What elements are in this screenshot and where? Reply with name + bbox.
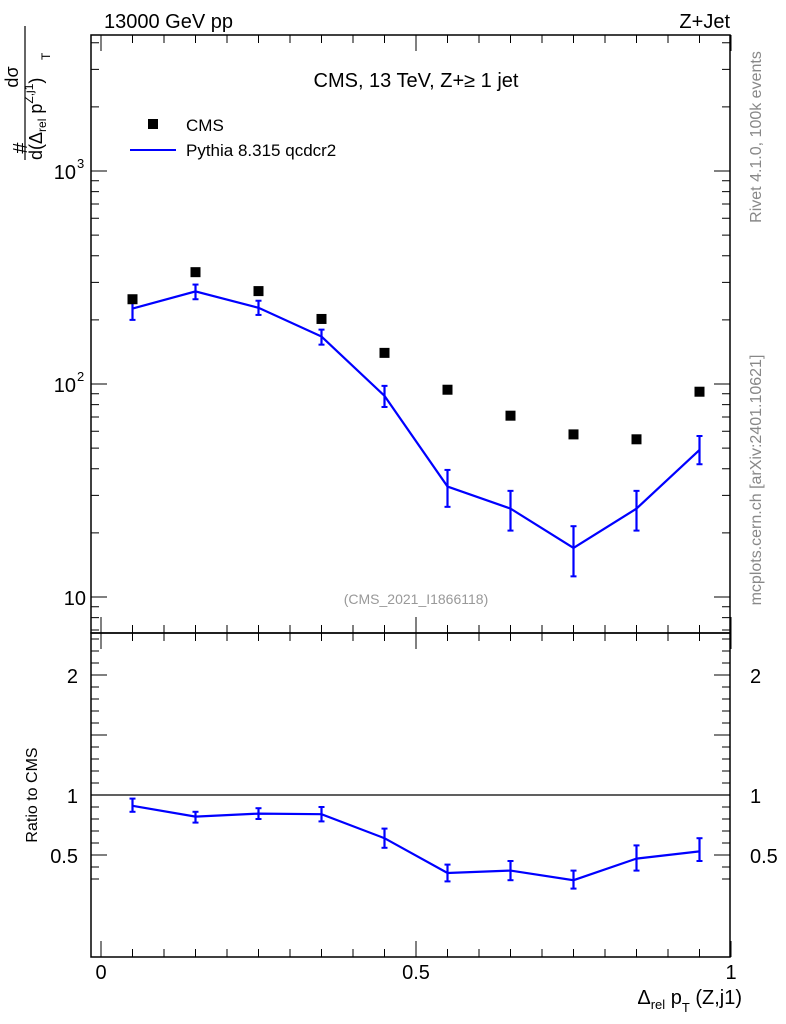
y-label-hash: # xyxy=(10,142,32,154)
ratio-x-axis-ticks xyxy=(100,633,732,957)
ratio-y-tick-label-left: 2 xyxy=(67,666,78,688)
legend: CMS Pythia 8.315 qcdcr2 xyxy=(130,116,336,160)
ratio-y-axis-ticks xyxy=(91,638,730,880)
ratio-y-tick-labels: 0.5 0.5 1 1 2 2 xyxy=(50,666,778,868)
main-x-axis-ticks xyxy=(100,35,732,633)
main-y-axis-ticks xyxy=(91,42,730,631)
cms-data-point xyxy=(190,267,201,278)
ratio-y-tick-label-left: 1 xyxy=(67,786,78,808)
ratio-x-tick-labels: 0 0.5 1 xyxy=(95,962,736,984)
y-label-close: ) xyxy=(26,78,46,84)
legend-cms-marker xyxy=(148,119,158,129)
ratio-y-tick-label-left: 0.5 xyxy=(50,846,78,868)
cms-data-point xyxy=(442,384,453,395)
y-label-denominator: d(Δrel pZ,j1) xyxy=(22,78,49,160)
cms-data-point xyxy=(253,286,264,297)
y-label-numerator: dσ xyxy=(2,66,22,87)
rivet-version-label: Rivet 4.1.0, 100k events xyxy=(748,51,765,223)
legend-cms-label: CMS xyxy=(186,116,224,135)
analysis-watermark: (CMS_2021_I1866118) xyxy=(344,591,489,607)
ratio-x-tick-label: 0 xyxy=(95,962,106,984)
pythia-line xyxy=(132,290,701,550)
ratio-y-tick-label-right: 0.5 xyxy=(750,846,778,868)
ratio-x-tick-label: 1 xyxy=(725,962,736,984)
main-panel: CMS, 13 TeV, Z+≥ 1 jet (CMS_2021_I186611… xyxy=(2,26,732,633)
x-label-p: p xyxy=(665,987,682,1009)
cms-data-point xyxy=(631,434,642,445)
ratio-series xyxy=(129,797,703,890)
main-y-tick-label-exponent: 2 xyxy=(77,369,84,384)
main-y-tick-label: 10 xyxy=(54,375,76,397)
main-plot-title: CMS, 13 TeV, Z+≥ 1 jet xyxy=(314,70,519,92)
main-y-tick-label: 10 xyxy=(54,162,76,184)
y-label-rel: rel xyxy=(35,119,49,132)
cms-data-point xyxy=(568,429,579,440)
y-label-sup: Z,j1 xyxy=(22,83,36,103)
x-label-tail: (Z,j1) xyxy=(690,987,742,1009)
ratio-y-tick-label-right: 2 xyxy=(750,666,761,688)
x-label-rel: rel xyxy=(651,997,666,1012)
ratio-y-tick-label-right: 1 xyxy=(750,786,761,808)
header-energy-label: 13000 GeV pp xyxy=(104,11,233,33)
y-label-p: p xyxy=(26,104,46,119)
ratio-y-axis-label: Ratio to CMS xyxy=(24,747,41,842)
pythia-series xyxy=(129,283,703,578)
ratio-x-axis-label: Δrel pT (Z,j1) xyxy=(637,987,742,1015)
cms-data-point xyxy=(127,294,138,305)
mcplots-source-label: mcplots.cern.ch [arXiv:2401.10621] xyxy=(748,355,765,606)
ratio-line xyxy=(132,804,700,882)
legend-pythia-label: Pythia 8.315 qcdcr2 xyxy=(186,141,336,160)
main-y-tick-label: 10 xyxy=(64,588,86,610)
y-label-sub-t: T xyxy=(39,52,53,60)
header-process-label: Z+Jet xyxy=(679,11,730,33)
main-y-tick-label-exponent: 3 xyxy=(77,156,84,171)
x-label-sub-t: T xyxy=(682,1000,690,1015)
cms-data-point xyxy=(505,410,516,421)
cms-data-point xyxy=(694,386,705,397)
cms-data-point xyxy=(379,347,390,358)
cms-data-point xyxy=(316,313,327,324)
x-label-delta: Δ xyxy=(637,987,650,1009)
ratio-panel: 0.5 0.51 12 2 0 0.5 1 Ratio to CMS Δrel pT (Z… xyxy=(24,633,778,1015)
main-y-axis-label: # dσ d(Δrel pZ,j1) T xyxy=(2,26,53,160)
ratio-x-tick-label: 0.5 xyxy=(402,962,430,984)
y-label-delta: d(Δ xyxy=(26,132,46,160)
cms-data-series xyxy=(127,267,705,445)
ratio-frame xyxy=(90,632,731,958)
